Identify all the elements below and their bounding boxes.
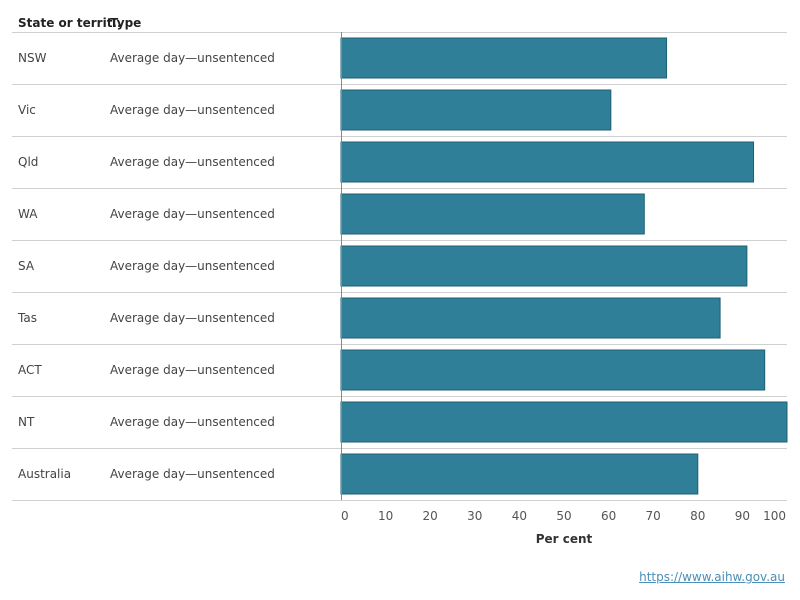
bar[interactable]: [340, 141, 755, 183]
type-label: Average day—unsentenced: [110, 415, 275, 429]
bar[interactable]: [340, 89, 612, 131]
category-label: Australia: [18, 467, 71, 481]
x-tick-label: 40: [512, 509, 527, 523]
category-label: Qld: [18, 155, 38, 169]
x-tick-label: 60: [601, 509, 616, 523]
column-header-type[interactable]: Type: [110, 16, 142, 30]
x-axis-title: Per cent: [536, 532, 593, 546]
type-label: Average day—unsentenced: [110, 311, 275, 325]
x-tick-label: 90: [735, 509, 750, 523]
category-label: SA: [18, 259, 35, 273]
bar[interactable]: [340, 193, 645, 235]
type-label: Average day—unsentenced: [110, 467, 275, 481]
category-label: Vic: [18, 103, 36, 117]
type-label: Average day—unsentenced: [110, 259, 275, 273]
category-label: NSW: [18, 51, 47, 65]
column-header-state[interactable]: State or territ..: [18, 16, 122, 30]
type-label: Average day—unsentenced: [110, 363, 275, 377]
type-label: Average day—unsentenced: [110, 51, 275, 65]
bar[interactable]: [340, 349, 766, 391]
bar[interactable]: [340, 453, 699, 495]
x-tick-label: 100: [763, 509, 786, 523]
category-label: WA: [18, 207, 38, 221]
x-tick-label: 50: [556, 509, 571, 523]
x-tick-label: 10: [378, 509, 393, 523]
source-link[interactable]: https://www.aihw.gov.au: [639, 570, 785, 584]
category-label: ACT: [18, 363, 42, 377]
type-label: Average day—unsentenced: [110, 155, 275, 169]
bar[interactable]: [340, 37, 668, 79]
x-tick-label: 70: [646, 509, 661, 523]
type-label: Average day—unsentenced: [110, 103, 275, 117]
bar[interactable]: [340, 401, 788, 443]
x-tick-label: 30: [467, 509, 482, 523]
bar[interactable]: [340, 245, 748, 287]
x-tick-label: 80: [690, 509, 705, 523]
bar[interactable]: [340, 297, 721, 339]
category-label: Tas: [17, 311, 37, 325]
x-tick-label: 0: [341, 509, 349, 523]
x-tick-label: 20: [423, 509, 438, 523]
type-label: Average day—unsentenced: [110, 207, 275, 221]
category-label: NT: [18, 415, 35, 429]
